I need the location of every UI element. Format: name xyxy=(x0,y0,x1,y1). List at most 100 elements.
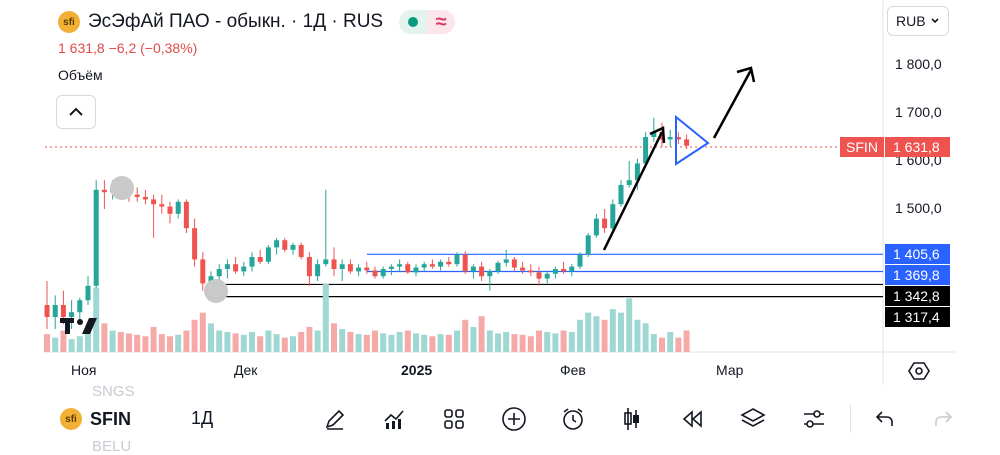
tradingview-logo-icon xyxy=(60,318,97,334)
add-icon[interactable] xyxy=(499,404,529,434)
symbol-tag: SFIN xyxy=(840,137,884,157)
undo-icon[interactable] xyxy=(870,404,900,434)
grid-icon[interactable] xyxy=(439,404,469,434)
candle-body xyxy=(626,180,632,185)
volume-bar xyxy=(109,330,116,352)
candle-body xyxy=(216,269,222,277)
layers-icon[interactable] xyxy=(738,404,768,434)
candle-body xyxy=(388,266,394,269)
symbol-selector[interactable]: sfi SFIN xyxy=(60,408,131,430)
candle-body xyxy=(339,264,345,269)
alarm-icon[interactable] xyxy=(558,404,588,434)
company-logo: sfi xyxy=(58,11,80,33)
market-status-icon[interactable] xyxy=(399,10,428,34)
candle-body xyxy=(643,137,649,164)
last-price-tag: 1 631,8 xyxy=(885,137,950,157)
candle-body xyxy=(257,257,263,262)
volume-bar xyxy=(126,333,132,352)
volume-bar xyxy=(642,323,649,352)
candle-body xyxy=(462,254,468,272)
candle-body xyxy=(142,197,148,200)
replay-icon[interactable] xyxy=(677,404,707,434)
chart-header: sfi ЭсЭфАй ПАО - обыкн. · 1Д · RUS ≈ xyxy=(58,9,456,35)
candles-icon[interactable] xyxy=(617,404,647,434)
price-change: 1 631,8 −6,2 (−0,38%) xyxy=(58,40,198,56)
candle-body xyxy=(192,228,198,260)
candle-body xyxy=(159,204,165,207)
volume-bar xyxy=(396,331,403,352)
currency-label: RUB xyxy=(896,13,926,29)
currency-select[interactable]: RUB xyxy=(887,6,949,36)
trend-arrow-1 xyxy=(602,131,664,251)
toolbar-divider xyxy=(850,405,851,433)
candle-body xyxy=(200,259,206,284)
volume-bar xyxy=(298,331,305,352)
volume-bar xyxy=(568,331,575,352)
status-pill[interactable]: ≈ xyxy=(399,10,456,34)
volume-bar xyxy=(380,333,387,352)
time-axis-label: Ноя xyxy=(71,362,97,378)
candle-body xyxy=(675,137,681,140)
pencil-icon[interactable] xyxy=(320,404,350,434)
volume-bar xyxy=(265,330,272,352)
volume-bar xyxy=(117,331,124,352)
indicators-icon[interactable] xyxy=(379,404,409,434)
candle-body xyxy=(487,271,493,277)
candle-body xyxy=(446,261,452,265)
volume-bar xyxy=(560,330,567,352)
candle-body xyxy=(290,245,296,250)
candle-body xyxy=(520,267,526,271)
delay-wave-icon[interactable]: ≈ xyxy=(427,10,456,34)
trend-arrow-2 xyxy=(712,69,753,139)
candle-body xyxy=(331,259,337,269)
volume-bar xyxy=(486,330,493,352)
volume-bar xyxy=(478,316,485,352)
candle-body xyxy=(380,269,386,277)
volume-bar xyxy=(634,319,641,352)
candle-body xyxy=(667,137,673,140)
settings-sliders-icon[interactable] xyxy=(799,404,829,434)
level-tag-black: 1 317,4 xyxy=(885,307,950,327)
candle-body xyxy=(175,201,181,214)
volume-bar xyxy=(175,334,182,352)
candle-body xyxy=(495,262,501,272)
volume-bar xyxy=(290,336,296,352)
chart-settings-hexagon-icon[interactable] xyxy=(908,360,930,382)
volume-bar xyxy=(150,326,157,352)
chart-title[interactable]: ЭсЭфАй ПАО - обыкн. · 1Д · RUS xyxy=(88,11,384,32)
candle-body xyxy=(265,247,271,262)
volume-bar xyxy=(626,298,633,352)
volume-bar xyxy=(503,331,510,352)
candle-body xyxy=(224,264,230,269)
volume-bar xyxy=(388,334,395,352)
volume-bar xyxy=(158,334,165,352)
volume-bar xyxy=(273,334,280,352)
marker-circle-top xyxy=(110,176,134,200)
candle-body xyxy=(323,259,329,265)
candle-body xyxy=(364,267,370,271)
chevron-up-icon xyxy=(69,107,83,116)
volume-bar xyxy=(454,330,460,352)
volume-bar xyxy=(585,312,592,352)
candle-body xyxy=(282,240,288,250)
volume-bar xyxy=(191,319,198,352)
volume-label[interactable]: Объём xyxy=(58,67,103,83)
candle-body xyxy=(151,199,157,205)
volume-bar xyxy=(68,339,75,352)
price-axis-label: 1 700,0 xyxy=(895,104,942,120)
candle-body xyxy=(44,305,50,317)
candle-body xyxy=(585,235,591,255)
volume-bar xyxy=(142,336,149,352)
candle-body xyxy=(479,266,485,277)
volume-bar xyxy=(339,329,346,352)
collapse-button[interactable] xyxy=(56,95,96,129)
volume-bar xyxy=(60,330,67,352)
trend-arrow-1-head xyxy=(649,126,666,144)
candle-body xyxy=(429,264,435,267)
candle-body xyxy=(470,266,476,272)
candle-body xyxy=(298,245,304,257)
redo-icon[interactable] xyxy=(928,404,958,434)
volume-bar xyxy=(675,337,682,352)
interval-selector[interactable]: 1Д xyxy=(191,408,214,428)
